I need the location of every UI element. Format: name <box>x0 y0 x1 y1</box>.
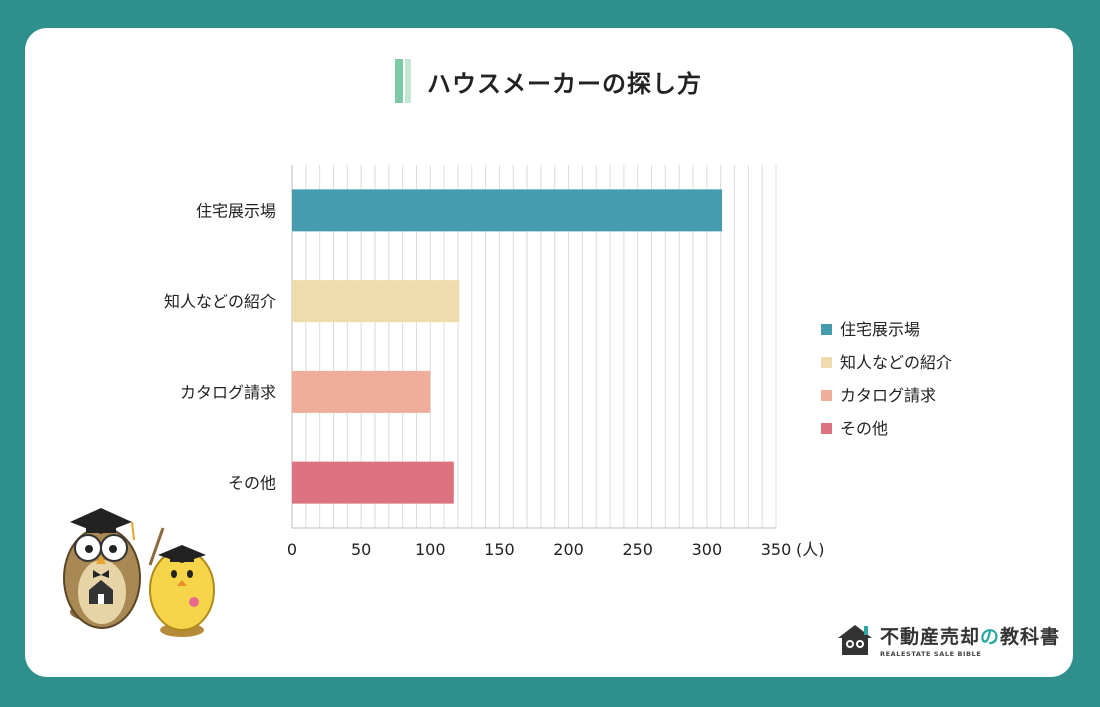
owl-mascot-icon <box>63 508 141 629</box>
logo-wordmark-pre: 不動産売却 <box>880 626 981 648</box>
brand-logo: 不動産売却の教科書 REALESTATE SALE BIBLE <box>836 622 1060 658</box>
legend-swatch <box>821 324 832 335</box>
bar <box>292 461 454 504</box>
tick-label: 350 <box>761 540 792 559</box>
title-block: ハウスメーカーの探し方 <box>395 59 702 103</box>
bar <box>292 370 431 413</box>
logo-wordmark: 不動産売却の教科書 <box>880 622 1060 649</box>
category-label: その他 <box>228 474 276 493</box>
x-axis-unit: (人) <box>796 540 825 559</box>
category-label: 住宅展示場 <box>196 201 276 220</box>
category-label: カタログ請求 <box>180 383 276 402</box>
bar <box>292 280 460 323</box>
logo-wordmark-accent: の <box>980 626 1001 648</box>
legend-swatch <box>821 423 832 434</box>
x-tick-labels: 0 50 100 150 200 250 300 350 <box>287 540 791 559</box>
tick-label: 200 <box>553 540 584 559</box>
tick-label: 250 <box>622 540 653 559</box>
legend-label: その他 <box>840 419 888 438</box>
tick-label: 0 <box>287 540 297 559</box>
category-label: 知人などの紹介 <box>164 292 276 311</box>
title-accent-bar-light <box>405 59 411 103</box>
chick-mascot-icon <box>148 527 215 637</box>
tick-label: 300 <box>692 540 723 559</box>
logo-wordmark-post: 教科書 <box>1000 626 1061 648</box>
house-logo-icon <box>838 625 872 655</box>
legend-label: カタログ請求 <box>840 386 936 405</box>
logo-subtitle: REALESTATE SALE BIBLE <box>880 650 982 658</box>
tick-label: 100 <box>415 540 446 559</box>
title-accent-bar <box>395 59 403 103</box>
legend-swatch <box>821 390 832 401</box>
chart-bars <box>292 189 723 504</box>
tick-label: 50 <box>351 540 371 559</box>
tick-label: 150 <box>484 540 515 559</box>
page-title: ハウスメーカーの探し方 <box>427 69 702 98</box>
legend-label: 知人などの紹介 <box>840 353 952 372</box>
legend-swatch <box>821 357 832 368</box>
bar <box>292 189 723 232</box>
legend-label: 住宅展示場 <box>840 320 920 339</box>
